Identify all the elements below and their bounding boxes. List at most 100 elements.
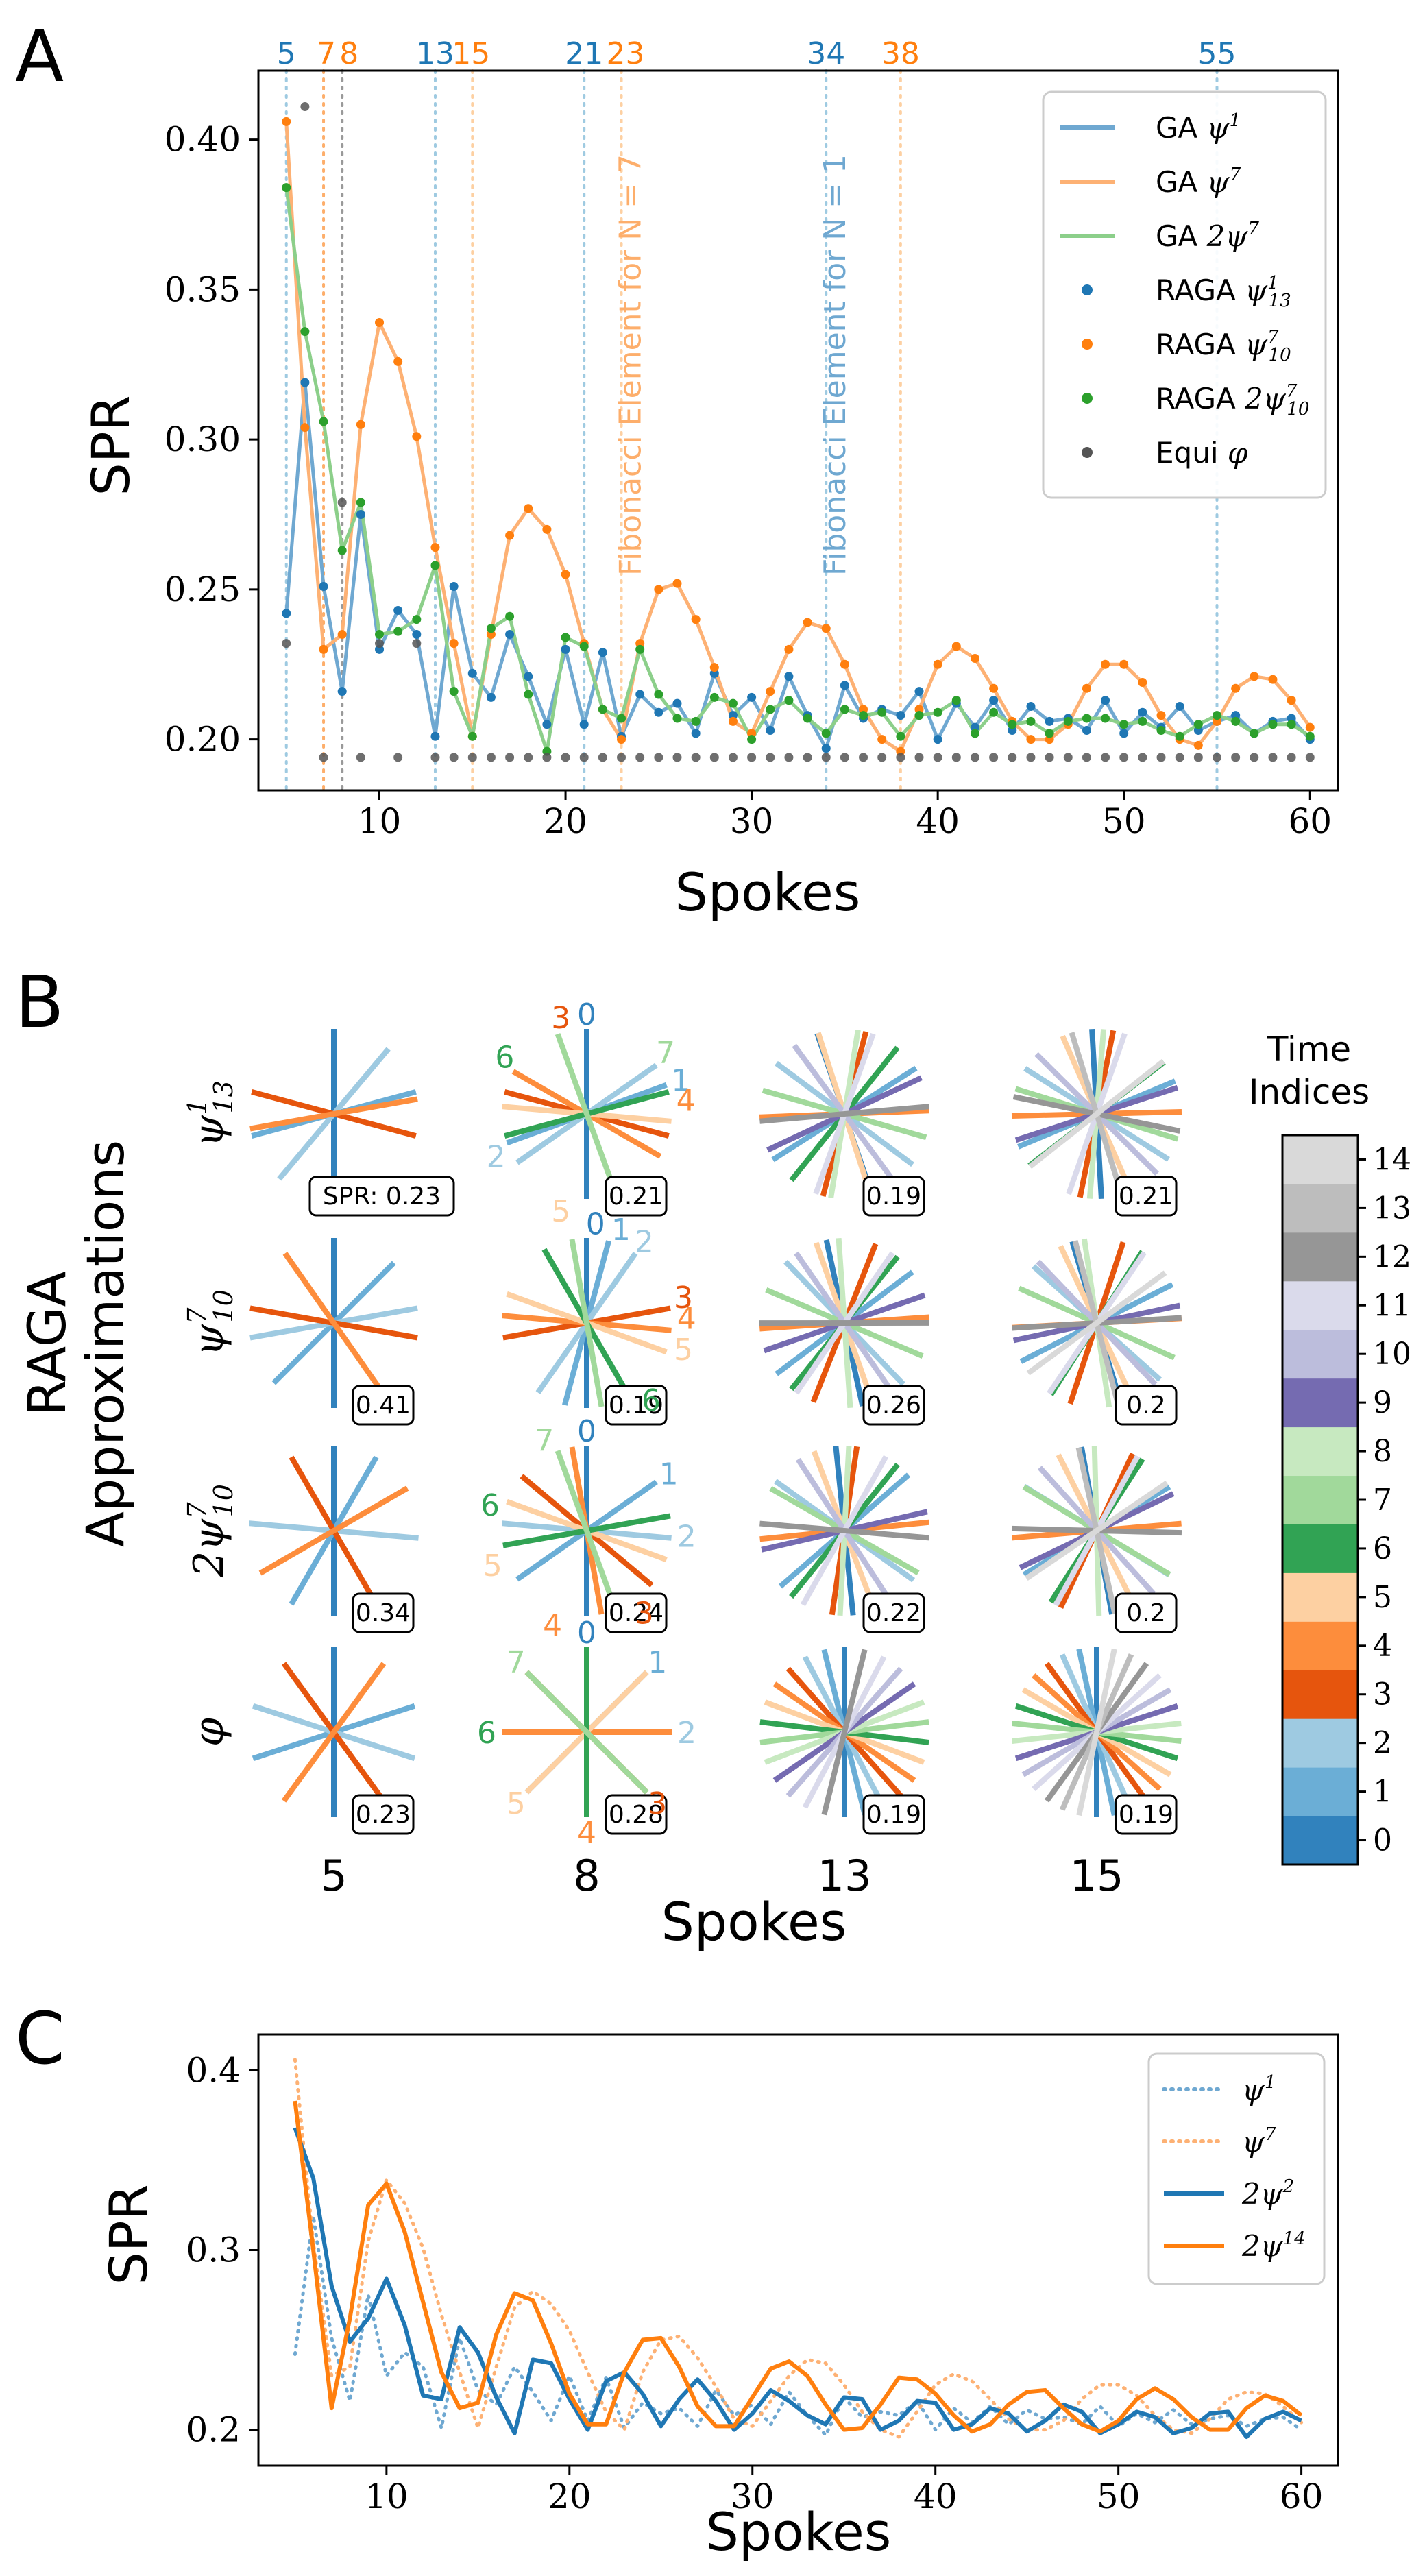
panel-a-point xyxy=(1138,678,1147,687)
panel-a-point xyxy=(896,753,905,762)
spr-box-label: 0.19 xyxy=(866,1182,921,1211)
panel-a-point xyxy=(449,582,459,591)
panel-c-xtick-label: 20 xyxy=(548,2477,592,2516)
spoke-number-label: 0 xyxy=(577,1616,596,1651)
panel-a-point xyxy=(1045,716,1054,726)
panel-a-point xyxy=(970,729,979,738)
panel-a-point xyxy=(989,696,999,705)
panel-a-point xyxy=(989,707,999,717)
colorbar-cell xyxy=(1282,1426,1358,1477)
spoke-number-label: 5 xyxy=(483,1548,502,1583)
panel-a-point xyxy=(1250,729,1259,738)
panel-a-point xyxy=(1268,675,1278,684)
panel-a-point xyxy=(1119,729,1129,738)
spr-box-label: 0.34 xyxy=(356,1599,411,1627)
panel-a-point xyxy=(430,753,440,762)
panel-a-point xyxy=(1156,711,1166,720)
panel-a-point xyxy=(654,707,663,717)
panel-a-point xyxy=(1287,753,1296,762)
colorbar-title-line1: Time xyxy=(1267,1030,1351,1069)
panel-a-point xyxy=(989,753,999,762)
panel-a-point xyxy=(1212,711,1221,720)
spr-box-label: 0.2 xyxy=(1126,1392,1165,1420)
spoke-line xyxy=(249,1096,418,1132)
panel-a-point xyxy=(617,735,626,744)
panel-a-point xyxy=(914,711,924,720)
panel-a-ytick-label: 0.25 xyxy=(165,570,241,609)
spr-box xyxy=(308,1176,455,1217)
spoke-line xyxy=(569,1239,605,1407)
panel-a-point xyxy=(467,668,477,678)
panel-a-point xyxy=(617,714,626,723)
panel-c-ytick-label: 0.3 xyxy=(186,2231,241,2270)
panel-a-point xyxy=(579,720,589,729)
panel-a-point xyxy=(654,753,663,762)
panel-a-point xyxy=(1175,753,1184,762)
panel-a-point xyxy=(505,531,515,540)
panel-a-point xyxy=(505,753,515,762)
panel-a-point xyxy=(691,716,701,726)
panel-a-point xyxy=(300,378,310,387)
panel-b-col-label-13: 13 xyxy=(818,1851,872,1901)
panel-a-point xyxy=(1063,716,1073,726)
spoke-number-label: 6 xyxy=(480,1488,500,1523)
spr-box-label: 0.19 xyxy=(866,1801,921,1829)
panel-a-point xyxy=(467,731,477,741)
panel-a-point xyxy=(319,582,328,591)
panel-a-point xyxy=(412,432,422,441)
colorbar-tick-label: 6 xyxy=(1373,1531,1392,1566)
panel-a-point xyxy=(1063,753,1073,762)
spoke-number-label: 0 xyxy=(577,1414,596,1449)
panel-a-point xyxy=(672,579,682,588)
panel-c-legend-label-3: 2ψ14 xyxy=(1241,2228,1306,2263)
fib-top-label-15: 15 xyxy=(452,36,490,71)
panel-a-point xyxy=(1119,720,1129,729)
panel-a-point xyxy=(1008,753,1017,762)
spoke-number-label: 6 xyxy=(642,1383,661,1418)
spoke-line xyxy=(524,1670,649,1795)
panel-a-point xyxy=(728,716,738,726)
spoke-number-label: 4 xyxy=(677,1301,696,1336)
panel-a-point xyxy=(505,611,515,621)
panel-a-xlabel: Spokes xyxy=(675,862,861,923)
colorbar-tick-label: 10 xyxy=(1373,1337,1411,1372)
panel-a-legend-box xyxy=(1042,90,1327,499)
spoke-line xyxy=(759,1520,929,1541)
panel-a-point xyxy=(672,753,682,762)
panel-c-legend-label-2: 2ψ2 xyxy=(1241,2176,1294,2211)
panel-b-row-label-0: ψ113 xyxy=(182,1080,239,1147)
panel-a-xtick-label: 30 xyxy=(730,801,774,841)
panel-c-ytick-label: 0.2 xyxy=(186,2410,241,2450)
colorbar-tick-label: 3 xyxy=(1373,1677,1392,1712)
panel-b-col-label-8: 8 xyxy=(573,1851,600,1901)
spoke-number-label: 0 xyxy=(577,997,596,1032)
panel-a-point xyxy=(877,707,887,717)
panel-a-point xyxy=(821,729,831,738)
panel-a-point xyxy=(300,423,310,433)
panel-a-point xyxy=(1082,683,1091,693)
panel-a-point xyxy=(1156,726,1166,735)
spoke-number-label: 2 xyxy=(677,1520,696,1555)
colorbar-tick-label: 4 xyxy=(1373,1629,1392,1664)
panel-a-point xyxy=(970,753,979,762)
panel-a-point xyxy=(691,729,701,738)
panel-a-point xyxy=(486,692,496,702)
panel-a-point xyxy=(766,705,775,714)
panel-a-point xyxy=(561,644,570,654)
spoke-number-label: 1 xyxy=(648,1645,667,1680)
panel-a-xtick-label: 50 xyxy=(1102,801,1146,841)
panel-a-point xyxy=(1156,753,1166,762)
panel-a-xtick-label: 60 xyxy=(1288,801,1332,841)
panel-a-point xyxy=(877,735,887,744)
fib-top-label-38: 38 xyxy=(881,36,920,71)
spoke-line xyxy=(821,1649,868,1816)
panel-a-point xyxy=(654,585,663,594)
panel-a-legend-label-6: Equi φ xyxy=(1156,436,1248,470)
panel-a-point xyxy=(412,615,422,624)
panel-a-point xyxy=(1082,714,1091,723)
panel-a-point xyxy=(672,698,682,708)
panel-a-point xyxy=(356,420,365,429)
panel-a-point xyxy=(1138,753,1147,762)
panel-a-ytick-label: 0.35 xyxy=(165,269,241,309)
